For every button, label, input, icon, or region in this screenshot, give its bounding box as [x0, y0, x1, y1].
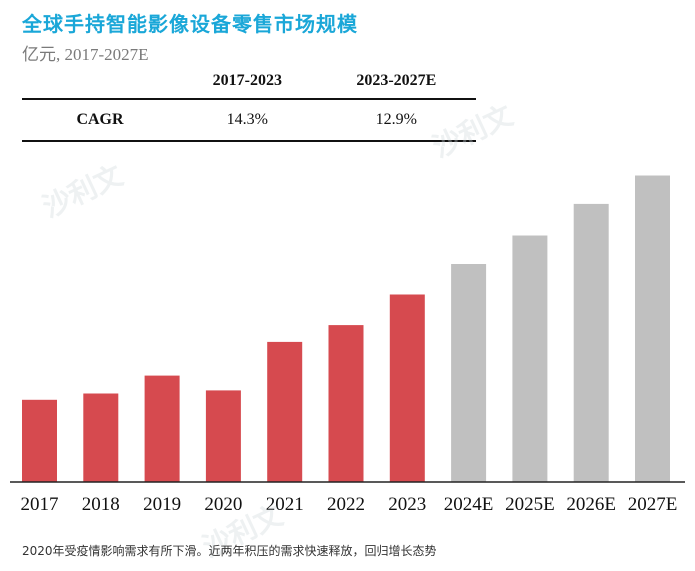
bar-2019	[144, 375, 180, 482]
x-tick-label-2022: 2022	[327, 494, 365, 515]
bar-2023	[389, 294, 425, 482]
x-tick-label-2023: 2023	[388, 494, 426, 515]
x-tick-label-2024E: 2024E	[444, 494, 494, 515]
bar-2020	[205, 390, 241, 482]
x-tick-label-2021: 2021	[266, 494, 304, 515]
x-tick-labels: 2017 2018 2019 2020 2021 2022 2023 2024E 2025E 20…	[21, 494, 678, 515]
cagr-corner	[22, 64, 178, 100]
x-tick-label-2019: 2019	[143, 494, 181, 515]
cagr-value-1: 14.3%	[178, 99, 317, 142]
bar-2018	[83, 393, 119, 482]
x-tick-label-2018: 2018	[82, 494, 120, 515]
cagr-col-header-2: 2023-2027E	[316, 64, 476, 100]
bar-group	[22, 175, 670, 482]
cagr-row-label: CAGR	[22, 99, 178, 142]
bar-2026E	[573, 203, 609, 482]
bar-2021	[267, 341, 303, 482]
bar-2017	[22, 399, 57, 482]
bar-2025E	[512, 235, 548, 482]
cagr-value-2: 12.9%	[316, 99, 476, 142]
chart-subtitle: 亿元, 2017-2027E	[22, 45, 149, 64]
cagr-table: 2017-2023 2023-2027E CAGR 14.3% 12.9%	[22, 64, 476, 142]
x-tick-label-2017: 2017	[21, 494, 59, 515]
footnote: 2020年受疫情影响需求有所下滑。近两年积压的需求快速释放，回归增长态势	[22, 544, 437, 558]
x-tick-label-2027E: 2027E	[628, 494, 678, 515]
x-tick-label-2025E: 2025E	[505, 494, 555, 515]
bar-2022	[328, 325, 364, 482]
cagr-value-row: CAGR 14.3% 12.9%	[22, 99, 476, 142]
bar-2024E	[451, 264, 487, 482]
chart-title: 全球手持智能影像设备零售市场规模	[22, 12, 358, 36]
cagr-col-header-1: 2017-2023	[178, 64, 317, 100]
bar-2027E	[635, 175, 670, 482]
x-tick-label-2026E: 2026E	[566, 494, 616, 515]
x-tick-label-2020: 2020	[204, 494, 242, 515]
cagr-header-row: 2017-2023 2023-2027E	[22, 64, 476, 100]
